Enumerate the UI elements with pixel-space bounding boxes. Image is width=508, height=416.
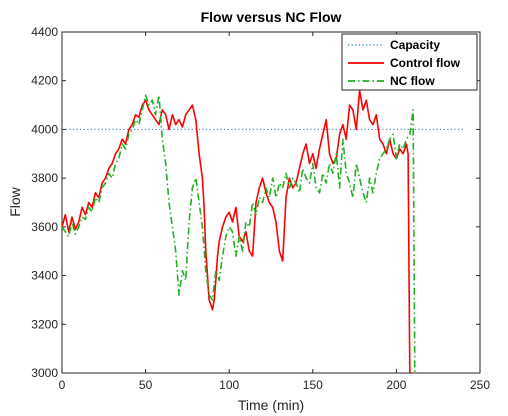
y-tick-label: 3200 xyxy=(31,317,58,331)
y-tick-label: 4200 xyxy=(31,74,58,88)
legend: Capacity Control flow NC flow xyxy=(341,33,478,91)
y-axis-label: Flow xyxy=(7,186,23,216)
series-layer xyxy=(61,89,464,374)
x-tick-label: 150 xyxy=(303,378,323,392)
y-axis: 3000 3200 3400 3600 3800 4000 4200 4400 xyxy=(31,25,480,380)
chart-title: Flow versus NC Flow xyxy=(201,9,342,25)
y-tick-label: 4000 xyxy=(31,122,58,136)
x-tick-label: 200 xyxy=(386,378,406,392)
legend-label: Capacity xyxy=(390,38,440,52)
x-axis: 0 50 100 150 200 250 xyxy=(59,32,490,392)
y-tick-label: 4400 xyxy=(31,25,58,39)
y-tick-label: 3600 xyxy=(31,220,58,234)
legend-label: Control flow xyxy=(390,56,461,70)
series-line-nc-flow xyxy=(61,94,417,374)
legend-label: NC flow xyxy=(390,74,435,88)
x-tick-label: 250 xyxy=(470,378,490,392)
x-tick-label: 50 xyxy=(139,378,153,392)
y-tick-label: 3800 xyxy=(31,171,58,185)
series-line-control-flow xyxy=(61,89,412,374)
x-tick-label: 100 xyxy=(219,378,239,392)
y-tick-label: 3400 xyxy=(31,269,58,283)
y-tick-label: 3000 xyxy=(31,366,58,380)
x-tick-label: 0 xyxy=(59,378,66,392)
x-axis-label: Time (min) xyxy=(238,397,304,413)
